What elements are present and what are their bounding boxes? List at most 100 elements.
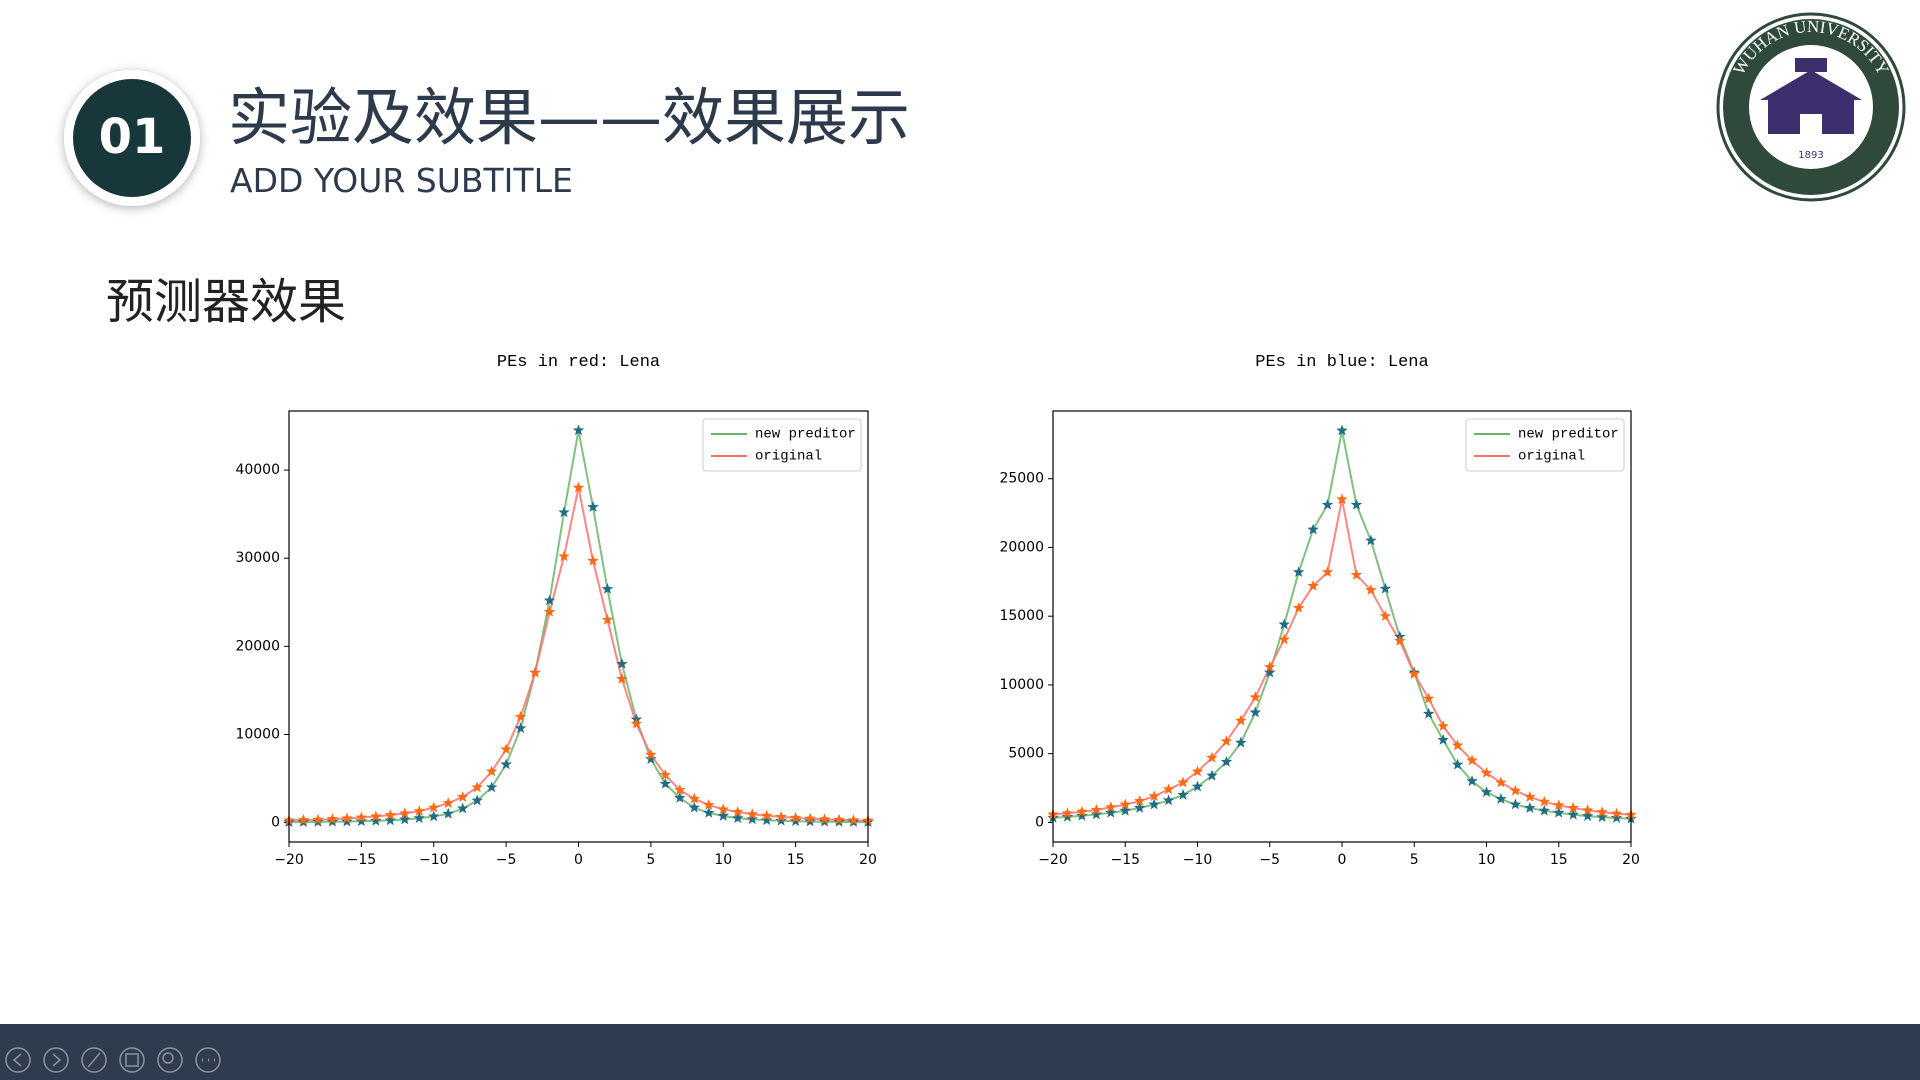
point-marker [1466, 754, 1478, 766]
y-tick-label: 10000 [235, 726, 280, 742]
point-marker [1307, 579, 1319, 591]
point-marker [1292, 566, 1305, 578]
point-marker [1365, 584, 1377, 595]
point-marker [1162, 794, 1175, 806]
point-marker [297, 814, 310, 825]
y-tick-label: 10000 [999, 677, 1044, 693]
point-marker [543, 605, 556, 617]
point-marker [413, 805, 425, 817]
point-marker [1076, 809, 1088, 821]
point-marker [558, 550, 570, 562]
point-marker [1321, 498, 1334, 510]
point-marker [1394, 634, 1406, 646]
point-marker [775, 810, 787, 822]
point-marker [717, 810, 729, 821]
point-marker [1581, 804, 1594, 816]
point-marker [1509, 798, 1522, 810]
slides-icon [125, 1053, 139, 1067]
legend-label: new preditor [755, 427, 856, 443]
logo-year: 1893 [1798, 150, 1823, 161]
point-marker [1422, 692, 1435, 704]
point-marker [746, 808, 758, 820]
point-marker [1105, 806, 1117, 818]
y-tick-label: 30000 [235, 550, 280, 566]
point-marker [587, 501, 599, 512]
point-marker [1148, 790, 1160, 802]
slides-button[interactable] [119, 1047, 145, 1073]
point-marker [1365, 534, 1377, 546]
point-marker [1408, 667, 1420, 679]
slide-title: 实验及效果——效果展示 [228, 81, 910, 154]
point-marker [1480, 786, 1493, 798]
plot-frame [288, 410, 869, 843]
point-marker [1495, 793, 1507, 804]
point-marker [645, 753, 657, 764]
point-marker [760, 809, 773, 821]
point-marker [587, 554, 599, 566]
point-marker [399, 807, 411, 819]
point-marker [674, 791, 686, 803]
point-marker [428, 801, 440, 813]
x-tick-label: 5 [646, 852, 655, 868]
x-tick-label: −15 [1110, 852, 1140, 868]
point-marker [760, 814, 773, 826]
y-tick-label: 0 [1035, 814, 1044, 830]
slide-subtitle: ADD YOUR SUBTITLE [230, 161, 573, 200]
point-marker [674, 784, 686, 795]
y-tick-label: 20000 [235, 638, 280, 654]
y-tick-label: 25000 [999, 471, 1044, 487]
point-marker [746, 813, 758, 825]
point-marker [399, 813, 411, 825]
point-marker [1437, 733, 1449, 745]
badge [73, 79, 191, 197]
prev-button[interactable] [5, 1047, 31, 1073]
point-marker [543, 594, 556, 606]
point-marker [775, 814, 787, 826]
y-tick-label: 0 [271, 815, 280, 831]
point-marker [1495, 776, 1507, 788]
point-marker [1249, 691, 1262, 703]
point-marker [1249, 706, 1262, 718]
legend-label: new preditor [1518, 427, 1619, 443]
point-marker [1119, 798, 1131, 810]
next-button[interactable] [43, 1047, 69, 1073]
x-tick-label: 15 [1550, 852, 1568, 868]
point-marker [341, 812, 353, 824]
point-marker [1567, 808, 1579, 820]
point-marker [703, 806, 715, 818]
point-marker [601, 613, 614, 625]
point-marker [572, 481, 585, 493]
point-marker [413, 812, 425, 824]
point-marker [1133, 801, 1146, 813]
point-marker [471, 781, 483, 793]
point-marker [1076, 805, 1088, 817]
point-marker [529, 666, 541, 678]
legend-label: original [755, 449, 822, 465]
point-marker [485, 781, 498, 793]
point-marker [312, 813, 324, 825]
section-title: 预测器效果 [106, 274, 346, 330]
x-tick-label: 5 [1410, 852, 1419, 868]
x-tick-label: −20 [274, 852, 304, 868]
point-marker [355, 811, 368, 823]
point-marker [630, 717, 643, 729]
point-marker [514, 710, 527, 722]
x-tick-label: −10 [419, 852, 449, 868]
logo-tower [1795, 58, 1827, 72]
point-marker [688, 792, 701, 804]
legend-box [1465, 418, 1625, 472]
chart-title: PEs in blue: Lena [1255, 353, 1428, 372]
point-marker [1177, 788, 1189, 800]
point-marker [1148, 798, 1160, 810]
zoom-button[interactable] [157, 1047, 183, 1073]
point-marker [1350, 568, 1363, 580]
prev-icon [12, 1053, 22, 1067]
point-marker [1553, 799, 1565, 811]
point-marker [1105, 801, 1117, 813]
pen-button[interactable] [81, 1047, 107, 1073]
point-marker [485, 765, 498, 777]
more-button[interactable] [195, 1047, 221, 1073]
point-marker [1524, 801, 1536, 813]
legend-box [702, 418, 862, 472]
